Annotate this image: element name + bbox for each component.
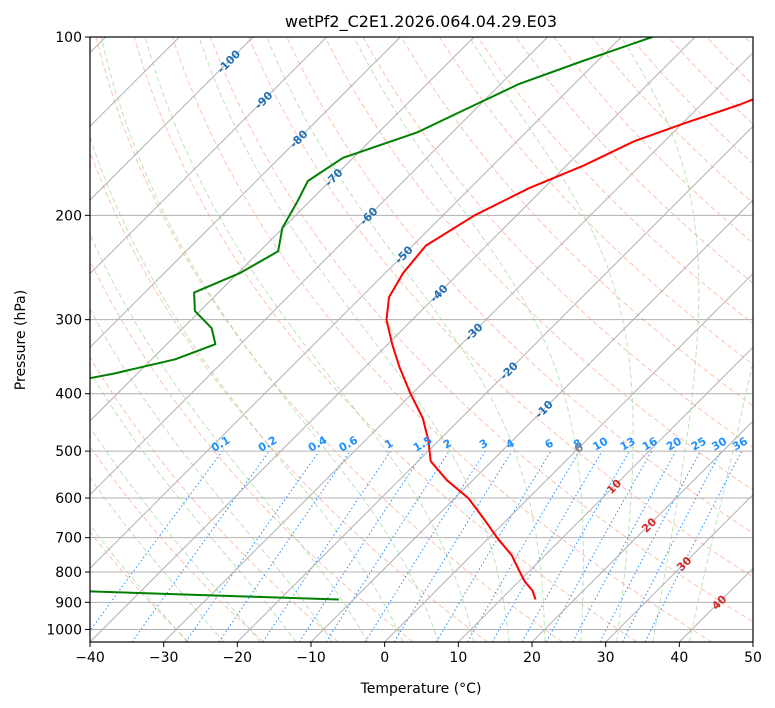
isotherm-line [90, 37, 622, 570]
mixing-ratio-line [393, 450, 513, 642]
mixing-ratio-line [521, 450, 630, 642]
dry-adiabat [171, 37, 712, 642]
moist-adiabat [620, 37, 700, 642]
moist-adiabat [353, 37, 584, 642]
dry-adiabat [438, 37, 753, 366]
moist-adiabat [266, 37, 546, 642]
isotherm-line [531, 420, 753, 642]
moist-adiabat [144, 37, 475, 642]
x-tick-label: 0 [380, 650, 389, 666]
isotherm-line [90, 37, 475, 422]
y-tick-label: 700 [55, 531, 82, 547]
x-axis-label: Temperature (°C) [360, 681, 482, 697]
mixing-ratio-line [185, 450, 320, 642]
dry-adiabat [90, 356, 339, 642]
moist-adiabat [90, 426, 261, 642]
isotherm-line [384, 272, 753, 642]
mixing-ratio-line [325, 450, 450, 642]
dry-adiabat [400, 37, 753, 407]
y-tick-label: 600 [55, 491, 82, 507]
y-axis-ticks: 1000 900 800 700 600 500 400 300 200 100 [46, 30, 90, 638]
dry-adiabat [515, 37, 753, 284]
dry-adiabat [210, 37, 753, 623]
y-tick-label: 300 [55, 313, 82, 329]
isotherm-line [605, 493, 753, 642]
moist-adiabat [198, 37, 510, 642]
dry-adiabat [90, 531, 190, 642]
x-axis-ticks: −40 −30 −20 −10 0 10 20 30 40 50 [75, 642, 762, 666]
isotherm-line [457, 346, 753, 642]
sounding-series [90, 37, 753, 601]
dry-adiabat [324, 37, 753, 491]
y-tick-label: 400 [55, 387, 82, 403]
y-tick-label: 900 [55, 595, 82, 611]
isotherm-line [236, 125, 753, 642]
x-tick-label: −20 [223, 650, 253, 666]
x-tick-label: −30 [149, 650, 179, 666]
dry-adiabat [133, 37, 638, 642]
temperature-line [385, 98, 753, 600]
dry-adiabat [95, 37, 563, 642]
x-tick-label: 10 [449, 650, 467, 666]
dry-adiabat [90, 150, 488, 642]
mixing-ratio-line [545, 450, 653, 642]
moist-adiabat [90, 476, 225, 642]
isotherm-line [90, 37, 254, 201]
mixing-ratio-lines [90, 450, 743, 642]
y-tick-label: 800 [55, 565, 82, 581]
moist-adiabat [90, 308, 333, 642]
plot-frame [89, 36, 754, 643]
x-tick-label: 20 [523, 650, 541, 666]
chart-title: wetPf2_C2E1.2026.064.04.29.E03 [285, 12, 557, 32]
dry-adiabat [248, 37, 753, 578]
x-tick-label: −40 [75, 650, 105, 666]
dry-adiabats [90, 37, 753, 642]
moist-adiabat [90, 232, 369, 642]
isotherm-line [90, 37, 549, 496]
isotherm-line [90, 37, 328, 275]
dewpoint-line [90, 37, 653, 601]
mixing-ratio-line [298, 450, 425, 642]
mixing-ratio-line [218, 450, 351, 642]
mixing-ratio-line [131, 450, 270, 642]
x-tick-label: −10 [296, 650, 326, 666]
x-tick-label: 40 [670, 650, 688, 666]
mixing-ratio-line [262, 450, 392, 642]
moist-adiabat [90, 135, 404, 642]
y-tick-label: 200 [55, 208, 82, 224]
isotherm-lines [90, 37, 753, 642]
mixing-ratio-line [572, 450, 677, 642]
mixing-ratio-line [644, 450, 743, 642]
x-tick-label: 30 [597, 650, 615, 666]
moist-adiabat [100, 37, 439, 642]
isotherm-line [90, 37, 696, 642]
isotherm-line [310, 199, 753, 642]
y-axis-label: Pressure (hPa) [13, 290, 29, 390]
y-tick-label: 1000 [46, 622, 82, 638]
y-tick-label: 100 [55, 30, 82, 46]
isotherm-line [163, 51, 753, 642]
mixing-ratio-line [90, 450, 223, 632]
dry-adiabat [90, 445, 264, 642]
isotherm-line [90, 37, 401, 349]
x-tick-label: 50 [744, 650, 762, 666]
moist-adiabat [688, 358, 753, 642]
y-tick-label: 500 [55, 444, 82, 460]
pressure-gridlines [90, 37, 753, 630]
